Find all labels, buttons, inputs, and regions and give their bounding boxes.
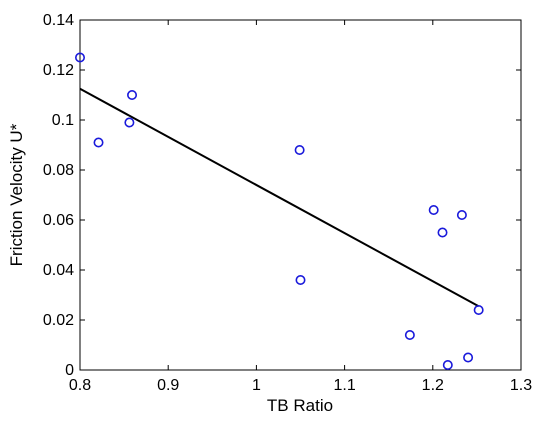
x-tick-label: 1 xyxy=(252,377,261,394)
x-tick-label: 1.3 xyxy=(510,377,532,394)
data-point xyxy=(93,137,104,148)
data-point xyxy=(463,352,474,363)
data-point xyxy=(404,329,415,340)
x-tick-label: 1.1 xyxy=(333,377,355,394)
x-axis-label: TB Ratio xyxy=(267,396,333,415)
data-point xyxy=(442,359,453,370)
y-tick-label: 0.1 xyxy=(52,112,74,129)
data-point xyxy=(437,227,448,238)
fit-line xyxy=(79,87,480,308)
data-point xyxy=(428,205,439,216)
y-tick-label: 0.14 xyxy=(43,12,74,29)
y-tick-label: 0.06 xyxy=(43,212,74,229)
x-tick-label: 0.9 xyxy=(157,377,179,394)
y-axis-ticks: 0 0.02 0.04 0.06 0.08 0.1 0.12 0.14 xyxy=(43,12,521,379)
data-points-layer xyxy=(75,52,484,370)
plot-area xyxy=(79,19,522,371)
data-point xyxy=(473,304,484,315)
data-point xyxy=(294,145,305,156)
data-point xyxy=(124,117,135,128)
y-tick-label: 0.12 xyxy=(43,62,74,79)
y-axis-label: Friction Velocity U* xyxy=(7,123,26,266)
data-point xyxy=(75,52,86,63)
y-tick-label: 0.02 xyxy=(43,312,74,329)
y-tick-label: 0.08 xyxy=(43,162,74,179)
data-point xyxy=(456,210,467,221)
data-point xyxy=(127,90,138,101)
data-point xyxy=(295,274,306,285)
x-tick-label: 1.2 xyxy=(422,377,444,394)
y-tick-label: 0 xyxy=(65,362,74,379)
x-axis-ticks: 0.8 0.9 1 1.1 1.2 1.3 xyxy=(69,20,532,394)
x-tick-label: 0.8 xyxy=(69,377,91,394)
fit-line-layer xyxy=(79,87,480,308)
y-tick-label: 0.04 xyxy=(43,262,74,279)
